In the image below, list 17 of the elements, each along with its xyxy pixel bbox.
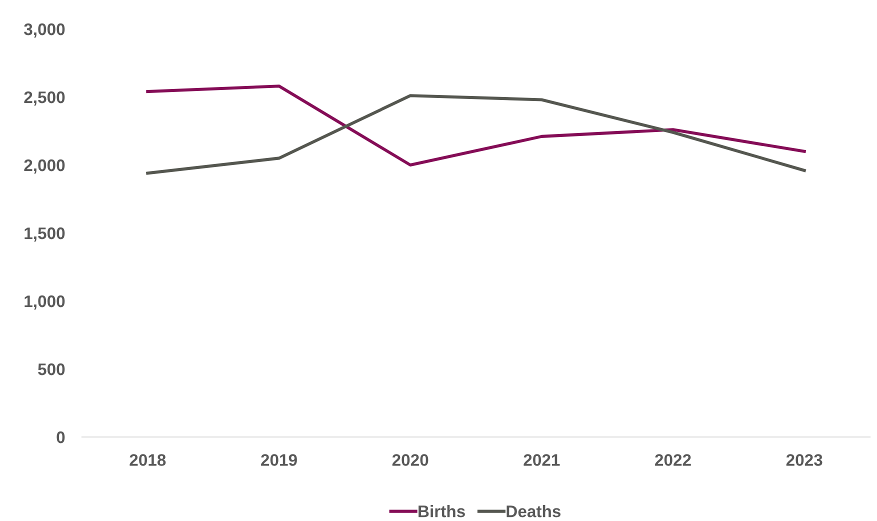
- y-tick-label: 2,500: [24, 91, 65, 106]
- x-tick-label: 2020: [392, 454, 428, 466]
- x-tick-label: 2018: [130, 454, 166, 466]
- y-tick-label: 2,000: [24, 159, 65, 174]
- y-tick-label: 3,000: [24, 23, 65, 38]
- line-series: [146, 94, 806, 175]
- y-tick-label: 1,000: [24, 295, 65, 310]
- x-tick-label: 2022: [655, 454, 691, 466]
- legend-label: Births: [418, 505, 465, 518]
- x-tick-label: 2021: [524, 454, 560, 466]
- legend-label: Deaths: [506, 505, 561, 518]
- y-tick-label: 1,500: [24, 227, 65, 242]
- x-tick-label: 2023: [786, 454, 822, 466]
- line-series: [146, 84, 806, 167]
- y-tick-label: 0: [56, 431, 65, 444]
- y-tick-label: 500: [38, 363, 65, 376]
- x-tick-label: 2019: [261, 454, 297, 466]
